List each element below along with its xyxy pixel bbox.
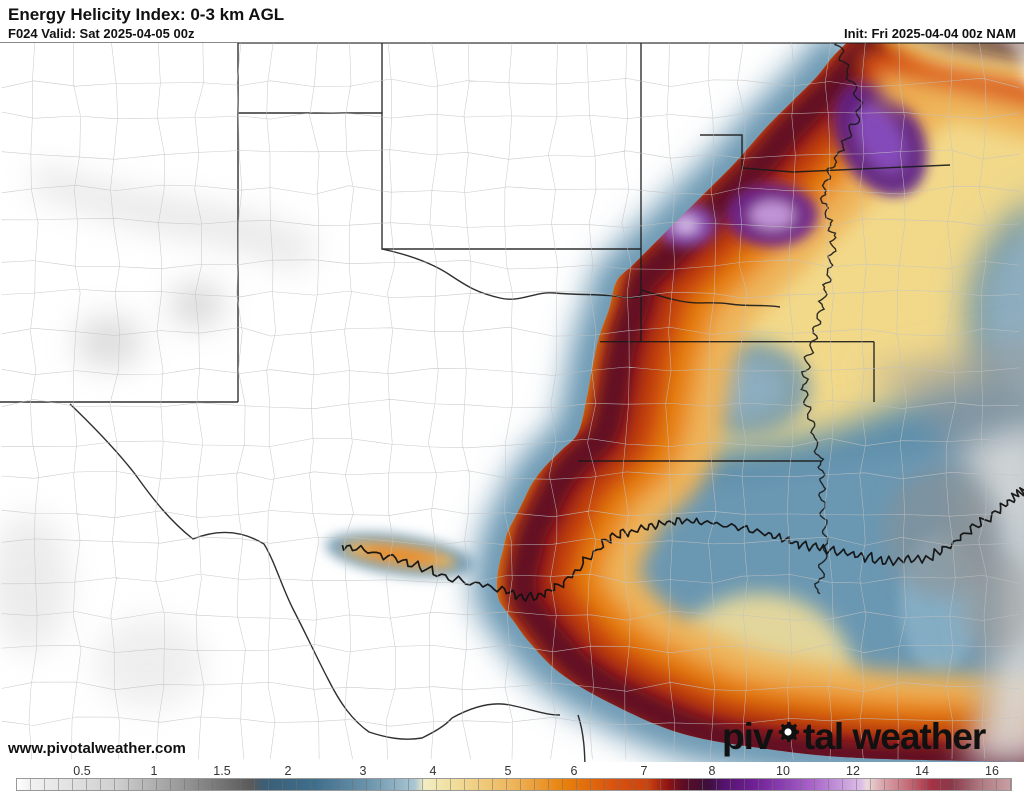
svg-text:10: 10 (776, 764, 790, 778)
svg-text:7: 7 (641, 764, 648, 778)
svg-text:6: 6 (571, 764, 578, 778)
svg-text:4: 4 (430, 764, 437, 778)
svg-text:1.5: 1.5 (213, 764, 230, 778)
svg-text:14: 14 (915, 764, 929, 778)
svg-text:0.5: 0.5 (73, 764, 90, 778)
svg-text:1: 1 (151, 764, 158, 778)
svg-text:piv: piv (722, 716, 774, 757)
svg-text:tal weather: tal weather (803, 716, 986, 757)
svg-text:8: 8 (709, 764, 716, 778)
svg-text:2: 2 (285, 764, 292, 778)
svg-text:3: 3 (360, 764, 367, 778)
svg-text:5: 5 (505, 764, 512, 778)
svg-text:12: 12 (846, 764, 860, 778)
svg-text:16: 16 (985, 764, 999, 778)
